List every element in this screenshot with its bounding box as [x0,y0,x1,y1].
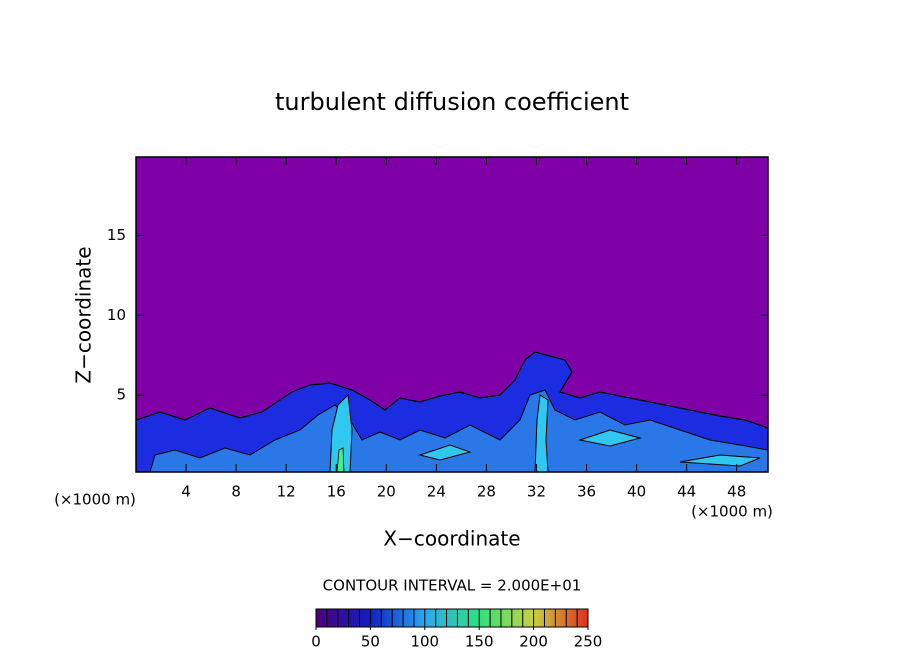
x-tick-label: 40 [627,483,646,501]
x-tick-label: 12 [277,483,296,501]
chart-title: turbulent diffusion coefficient [275,88,629,116]
x-unit-label: (×1000 m) [54,491,136,509]
x-tick-label: 8 [231,483,241,501]
x-tick-label: 20 [377,483,396,501]
contour-interval-note: CONTOUR INTERVAL = 2.000E+01 [323,577,582,595]
x-tick-label: 16 [327,483,346,501]
x-tick-label: 48 [727,483,746,501]
y-axis-label: Z−coordinate [72,246,96,383]
x-tick-label: 4 [181,483,191,501]
x-tick-label: 44 [677,483,696,501]
x-tick-label: 28 [477,483,496,501]
colorbar-tick-label: 150 [465,633,494,651]
x-tick-label: 36 [577,483,596,501]
field-peak [336,447,345,472]
field-high [329,393,761,472]
colorbar-tick-label: 250 [574,633,603,651]
field-mid [149,389,768,472]
x-axis-label: X−coordinate [383,527,520,551]
plot-frame [135,156,769,473]
x-tick-label: 24 [427,483,446,501]
x-tick-label: 32 [527,483,546,501]
colorbar-tick-label: 100 [410,633,439,651]
y-tick-label: 10 [107,306,126,324]
x-unit-label: (×1000 m) [691,503,773,521]
colorbar-tick-label: 50 [361,633,380,651]
contour-field [136,351,768,472]
colorbar-tick-label: 200 [519,633,548,651]
y-tick-label: 5 [116,386,126,404]
colorbar [315,608,589,628]
colorbar-tick-label: 0 [311,633,321,651]
y-tick-label: 15 [107,226,126,244]
